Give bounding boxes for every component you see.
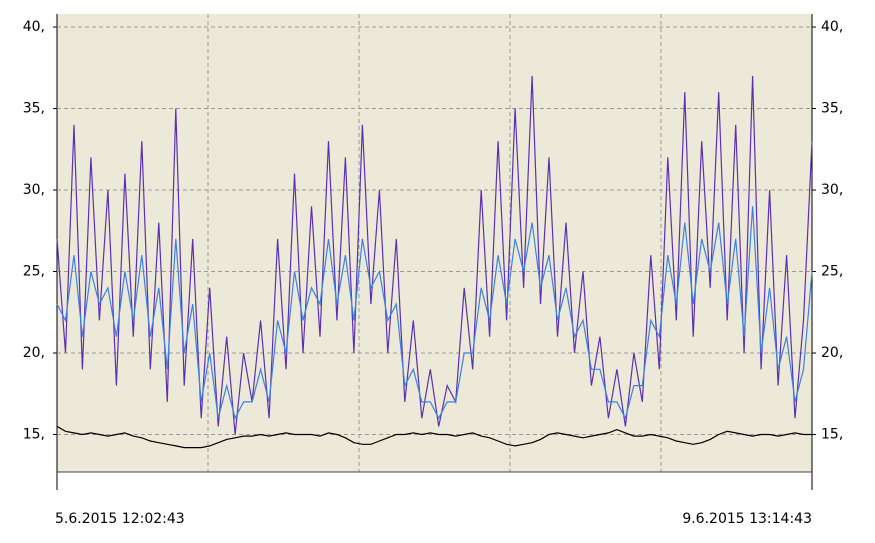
y2-tick-label: 25, [821, 264, 843, 280]
y-tick-label: 15, [23, 427, 45, 443]
y-tick-label: 40, [23, 19, 45, 35]
y-tick-label: 25, [23, 264, 45, 280]
y2-tick-label: 20, [821, 345, 843, 361]
series-line [56, 206, 813, 420]
y-tick-label: 20, [23, 345, 45, 361]
y-tick-label: 30, [23, 182, 45, 198]
plot-area [57, 14, 812, 472]
x-start-label: 5.6.2015 12:02:43 [55, 511, 185, 527]
series-line [56, 425, 812, 449]
y-tick-label: 35, [23, 101, 45, 117]
y2-tick-label: 30, [821, 182, 843, 198]
x-end-label: 9.6.2015 13:14:43 [682, 511, 812, 527]
y2-tick-label: 35, [821, 101, 843, 117]
y2-tick-label: 40, [821, 19, 843, 35]
y2-tick-label: 15, [821, 427, 843, 443]
vertical-grid [207, 14, 662, 472]
